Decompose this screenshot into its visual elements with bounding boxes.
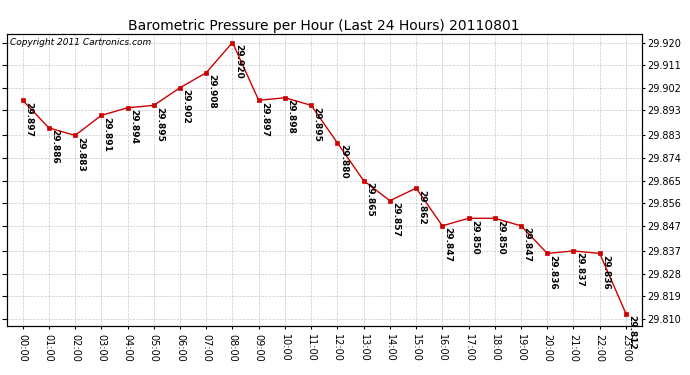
Text: 29.895: 29.895 — [313, 107, 322, 142]
Text: 29.894: 29.894 — [129, 109, 138, 144]
Text: 29.850: 29.850 — [470, 220, 479, 254]
Text: 29.857: 29.857 — [391, 202, 400, 237]
Text: 29.847: 29.847 — [522, 227, 531, 262]
Text: 29.847: 29.847 — [444, 227, 453, 262]
Text: 29.908: 29.908 — [208, 74, 217, 109]
Text: 29.895: 29.895 — [155, 107, 164, 142]
Text: 29.837: 29.837 — [575, 252, 584, 287]
Text: Copyright 2011 Cartronics.com: Copyright 2011 Cartronics.com — [10, 38, 151, 47]
Text: 29.886: 29.886 — [50, 129, 59, 164]
Text: 29.920: 29.920 — [234, 44, 243, 79]
Text: 29.897: 29.897 — [24, 102, 33, 136]
Text: 29.880: 29.880 — [339, 144, 348, 179]
Text: 29.897: 29.897 — [260, 102, 269, 136]
Text: 29.850: 29.850 — [496, 220, 505, 254]
Text: 29.883: 29.883 — [77, 137, 86, 172]
Title: Barometric Pressure per Hour (Last 24 Hours) 20110801: Barometric Pressure per Hour (Last 24 Ho… — [128, 19, 520, 33]
Text: 29.812: 29.812 — [627, 315, 636, 350]
Text: 29.865: 29.865 — [365, 182, 374, 217]
Text: 29.836: 29.836 — [549, 255, 558, 290]
Text: 29.898: 29.898 — [286, 99, 295, 134]
Text: 29.836: 29.836 — [601, 255, 610, 290]
Text: 29.862: 29.862 — [417, 189, 426, 224]
Text: 29.891: 29.891 — [103, 117, 112, 152]
Text: 29.902: 29.902 — [181, 89, 190, 124]
